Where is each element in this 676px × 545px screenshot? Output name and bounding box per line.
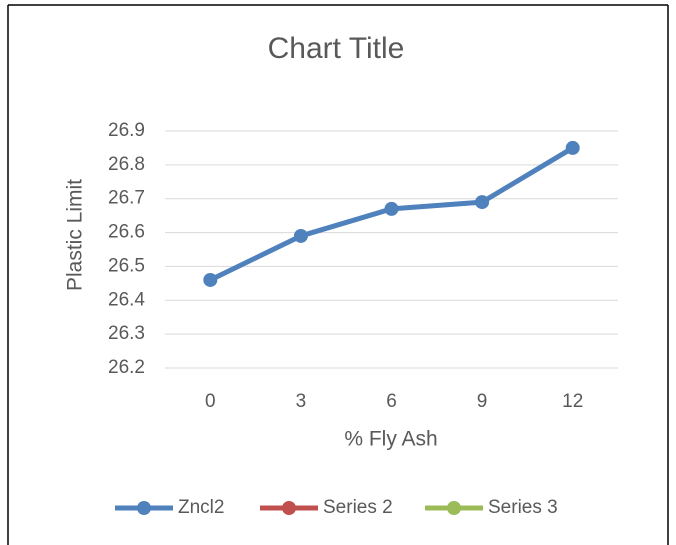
marker (203, 272, 218, 287)
marker (384, 201, 399, 216)
legend-label: Zncl2 (178, 497, 224, 518)
marker (475, 195, 490, 210)
legend-marker (282, 501, 296, 515)
y-tick-label: 26.2 (108, 357, 145, 378)
y-tick-label: 26.7 (108, 188, 145, 209)
y-tick-label: 26.5 (108, 255, 145, 276)
x-tick-label: 3 (296, 391, 307, 412)
x-tick-label: 9 (477, 391, 488, 412)
x-tick-label: 0 (205, 391, 216, 412)
legend-label: Series 3 (488, 497, 558, 518)
y-tick-label: 26.6 (108, 222, 145, 243)
y-tick-label: 26.9 (108, 120, 145, 141)
y-tick-label: 26.8 (108, 154, 145, 175)
y-tick-label: 26.4 (108, 289, 145, 310)
y-axis-label: Plastic Limit (64, 179, 87, 291)
marker (565, 140, 580, 155)
x-tick-label: 6 (386, 391, 397, 412)
legend-marker (447, 501, 461, 515)
legend-label: Series 2 (323, 497, 393, 518)
legend-marker (137, 501, 151, 515)
chart-title: Chart Title (268, 32, 405, 65)
x-axis-label: % Fly Ash (344, 428, 437, 451)
marker (293, 228, 308, 243)
y-tick-label: 26.3 (108, 323, 145, 344)
x-tick-label: 12 (562, 391, 583, 412)
